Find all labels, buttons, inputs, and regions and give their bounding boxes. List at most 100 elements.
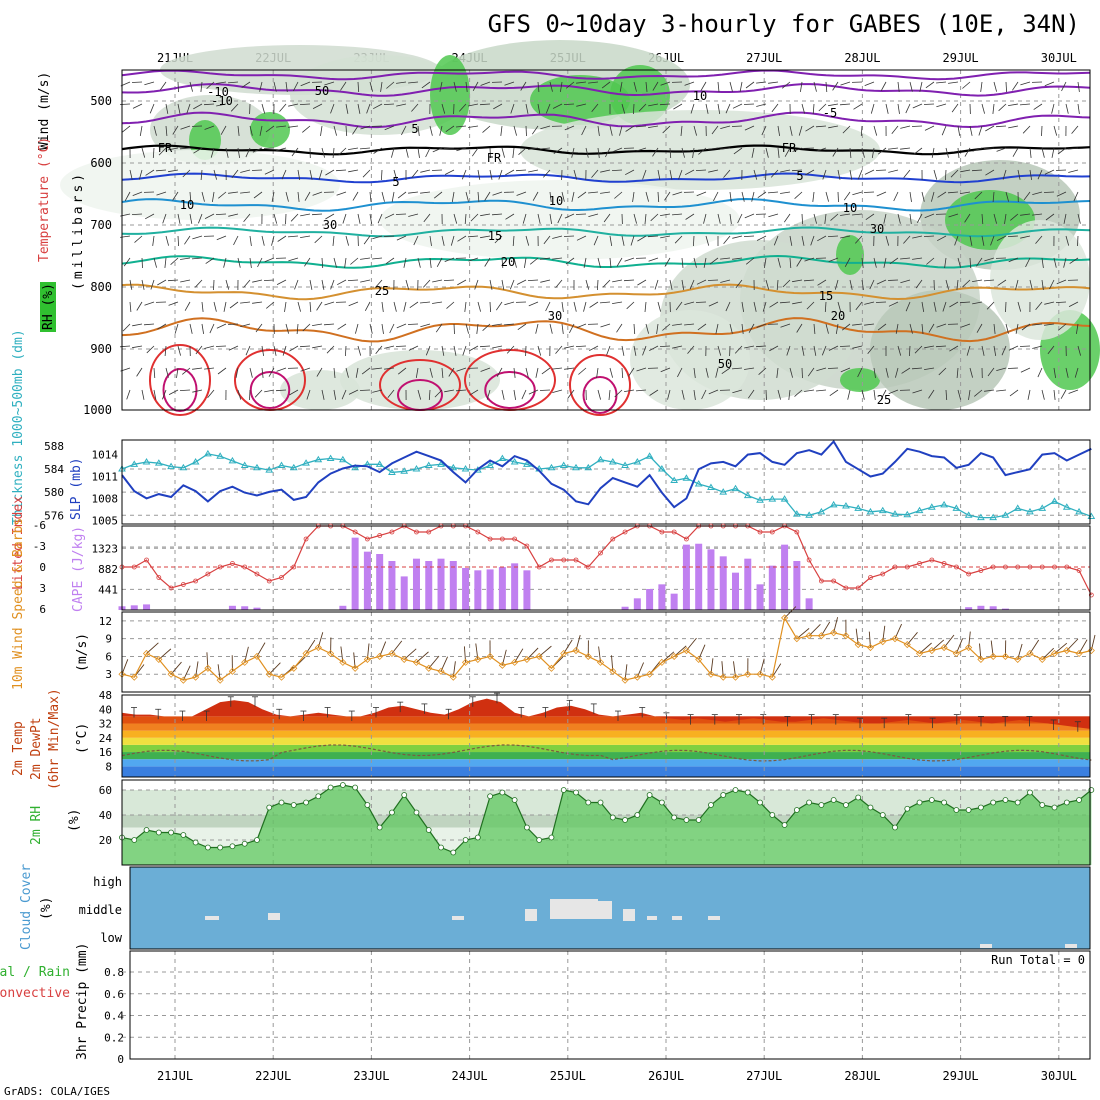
rh-marker <box>1063 799 1070 806</box>
rh-marker <box>916 799 923 806</box>
wind-barb <box>625 125 635 132</box>
hot-contour <box>162 368 198 412</box>
cape-bar <box>523 570 531 610</box>
wind-barb <box>905 103 911 114</box>
wind-barb <box>179 389 191 391</box>
wind-barb <box>320 125 323 136</box>
wind-barb <box>432 301 443 304</box>
wind-barb <box>153 257 157 268</box>
wind-barb <box>237 147 240 158</box>
wind-barb <box>1074 367 1079 378</box>
wind-barb <box>333 367 336 379</box>
wind-barb <box>981 213 984 225</box>
wind-barb <box>789 367 793 378</box>
wind-barb <box>465 81 468 92</box>
cloud-frame <box>129 866 1091 950</box>
wind10-marker <box>547 664 556 672</box>
wind-barb <box>293 81 299 92</box>
cape-bar <box>744 558 752 610</box>
wind-barb <box>561 323 564 334</box>
wind10-marker <box>940 643 948 652</box>
wind-barb <box>614 389 623 398</box>
wind-barb <box>564 345 575 349</box>
wind-barb <box>1009 389 1019 397</box>
wind-barb <box>375 279 383 288</box>
cape-bar <box>670 593 678 610</box>
wind-barb <box>268 367 275 377</box>
wind-barb <box>321 279 325 290</box>
wind-barb <box>369 213 373 224</box>
wind-barb <box>384 345 395 349</box>
wind-barb <box>813 323 816 335</box>
wind-barb <box>701 389 707 400</box>
wind-barb <box>978 125 983 136</box>
lifted-index-marker <box>806 557 812 563</box>
wind-barb <box>443 147 455 149</box>
wind-barb <box>429 257 432 268</box>
wind-barb <box>756 81 767 84</box>
wind-barb <box>576 103 587 107</box>
wind-barb <box>345 103 349 114</box>
wind-barb <box>909 213 912 224</box>
wind-barb <box>993 81 997 92</box>
thickness-marker <box>608 458 617 465</box>
wind-barb <box>971 169 983 172</box>
thickness-marker <box>154 459 163 466</box>
wind-barb <box>464 301 467 312</box>
temp2m-tick-label: 32 <box>99 718 112 731</box>
wind-barb <box>1077 103 1080 114</box>
rh-marker <box>1039 802 1046 808</box>
wind-barb <box>804 389 815 392</box>
wind-barb <box>1044 81 1055 87</box>
rh-marker <box>904 805 911 812</box>
wind-barb <box>333 125 337 136</box>
wind-barb <box>748 323 755 333</box>
wind10-marker <box>596 658 605 666</box>
wind-barb <box>393 169 398 180</box>
wind-barb <box>271 191 275 202</box>
wind-barb <box>969 125 973 136</box>
temperature-contour <box>121 254 1091 269</box>
wind-barb <box>597 147 600 158</box>
wind-barb <box>860 125 863 137</box>
wind-barb <box>571 191 575 202</box>
wind-barb <box>769 301 779 308</box>
rh-marker <box>1076 797 1082 803</box>
wind-barb <box>870 103 875 114</box>
wind-barb <box>928 323 935 333</box>
wind-barb <box>200 169 203 181</box>
wind-barb <box>591 169 599 178</box>
wind-barb <box>227 323 239 325</box>
wind-barb <box>249 389 251 401</box>
wind-barb <box>576 235 587 241</box>
thickness-marker <box>805 511 814 518</box>
top-day-label: 29JUL <box>943 51 979 65</box>
wind-barb <box>1041 389 1045 400</box>
wind-barb <box>747 389 755 399</box>
wind-barb <box>350 257 359 265</box>
rh-markers <box>119 782 1095 856</box>
wind-barb <box>372 235 383 240</box>
wind10-marker <box>130 673 138 681</box>
wind-barb <box>441 235 445 246</box>
wind-barb <box>703 257 707 268</box>
slp-line <box>121 439 1092 509</box>
wind-barb <box>708 147 719 150</box>
wind-barb <box>715 323 719 334</box>
wind-barb <box>835 323 839 334</box>
wind-barb <box>960 191 971 194</box>
wind-barb <box>599 301 611 304</box>
lifted-index-marker <box>757 529 763 535</box>
wind-barb <box>959 301 971 304</box>
thickness-marker <box>915 506 924 514</box>
rh2m-frame <box>121 779 1091 866</box>
chart-title: GFS 0~10day 3-hourly for GABES (10E, 34N… <box>488 10 1080 38</box>
cloud-block <box>268 913 280 920</box>
bottom-day-label: 27JUL <box>746 1069 782 1083</box>
rh-marker <box>438 844 444 851</box>
run-total: Run Total = 0 <box>991 953 1085 967</box>
lifted-index-marker <box>684 536 689 542</box>
wind-barb <box>522 213 527 224</box>
wind-barb <box>1025 257 1031 268</box>
wind-barb <box>141 257 143 269</box>
